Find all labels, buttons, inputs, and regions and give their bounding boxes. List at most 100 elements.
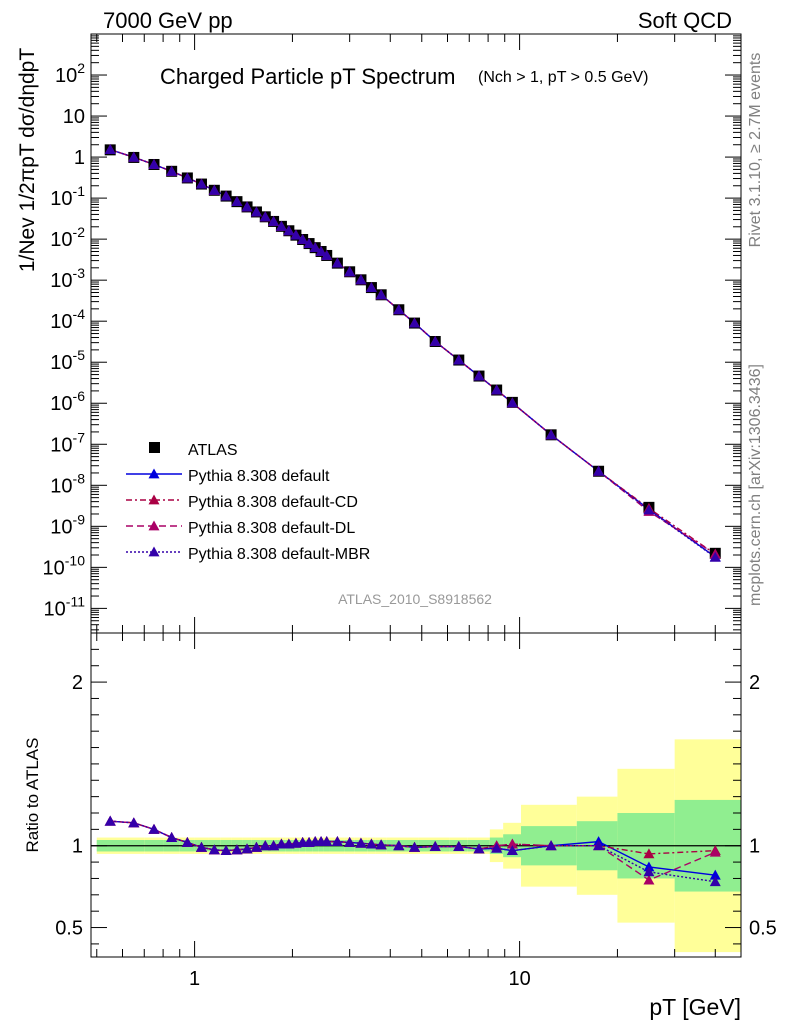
ratio-marker: [128, 817, 140, 828]
ratio-marker: [473, 843, 485, 854]
ratio-marker: [268, 840, 280, 851]
series-marker: [208, 184, 220, 195]
series-marker: [241, 201, 253, 212]
ratio-marker: [259, 840, 271, 851]
analysis-watermark: ATLAS_2010_S8918562: [338, 591, 492, 607]
ratio-marker: [331, 836, 343, 847]
series-marker: [355, 274, 367, 285]
ratio-marker: [643, 866, 655, 877]
series-marker: [429, 335, 441, 346]
ratio-marker: [104, 815, 116, 826]
chart-title: Charged Particle pT Spectrum: [160, 64, 456, 89]
ratio-marker: [409, 841, 421, 852]
ratio-marker: [344, 836, 356, 847]
ratio-marker: [375, 839, 387, 850]
ratio-marker: [181, 836, 193, 847]
ratio-marker: [709, 869, 721, 880]
x-axis-label: pT [GeV]: [649, 994, 741, 1020]
ratio-marker: [643, 848, 655, 859]
legend: ATLAS Pythia 8.308 default Pythia 8.308 de…: [126, 442, 370, 563]
series-marker: [275, 220, 287, 231]
ratio-marker: [506, 845, 518, 856]
ratio-marker: [393, 840, 405, 851]
series-marker: [104, 144, 116, 155]
x-ticks: [96, 34, 716, 957]
ratio-y-axis-label: Ratio to ATLAS: [23, 738, 42, 853]
series-marker: [290, 229, 302, 240]
chart-subtitle: (Nch > 1, pT > 0.5 GeV): [478, 69, 648, 86]
ratio-marker: [166, 832, 178, 842]
series-marker: [593, 465, 605, 476]
series-marker: [166, 165, 178, 176]
mcplots-label: mcplots.cern.ch [arXiv:1306.3436]: [747, 364, 764, 606]
series-marker: [315, 245, 327, 256]
legend-label: Pythia 8.308 default-DL: [188, 520, 355, 537]
ratio-y-tick-label-right: 2: [749, 672, 760, 694]
series-marker: [195, 178, 207, 189]
y-tick-label: 10-10: [43, 552, 86, 579]
series-marker: [128, 151, 140, 162]
series-marker: [309, 242, 321, 253]
series-marker: [344, 266, 356, 277]
y-tick-label: 10-1: [50, 183, 85, 210]
y-tick-label: 1: [74, 147, 85, 169]
series-marker: [268, 215, 280, 226]
x-tick-label: 10: [508, 968, 530, 990]
ratio-marker: [275, 838, 287, 849]
legend-marker: [148, 520, 160, 531]
ratio-series: [104, 815, 721, 887]
y-axis-label: 1/Nev 1/2πpT dσ/dηdpT: [16, 48, 39, 273]
series-marker: [297, 233, 309, 244]
ratio-y-tick-label: 2: [72, 672, 83, 694]
ratio-marker: [208, 844, 220, 855]
ratio-y-tick-label: 1: [72, 836, 83, 858]
series-marker: [181, 172, 193, 183]
series-marker: [331, 257, 343, 268]
ratio-marker: [355, 837, 367, 848]
series-marker: [473, 370, 485, 381]
ratio-plot-frame: [90, 632, 742, 958]
legend-marker: [149, 442, 160, 453]
series-marker: [643, 504, 655, 515]
ratio-marker: [453, 841, 465, 851]
y-tick-label: 10-9: [50, 511, 85, 538]
ratio-y-tick-label-right: 0.5: [749, 918, 777, 940]
ratio-marker: [491, 842, 503, 853]
main-plot-frame: [90, 33, 742, 634]
series-marker: [545, 429, 557, 440]
main-series: [104, 144, 721, 562]
ratio-marker: [250, 841, 262, 852]
ratio-marker: [709, 846, 721, 857]
series-marker: [453, 354, 465, 365]
series-marker: [375, 289, 387, 300]
series-marker: [409, 317, 421, 328]
ratio-y-tick-label: 0.5: [55, 918, 83, 940]
legend-label: Pythia 8.308 default: [188, 468, 330, 485]
x-tick-label: 1: [189, 968, 200, 990]
y-tick-label: 10-7: [50, 429, 85, 456]
ratio-marker: [429, 841, 441, 851]
series-marker: [709, 551, 721, 562]
y-tick-label: 10-5: [50, 347, 85, 374]
series-marker: [250, 206, 262, 217]
ratio-marker: [593, 840, 605, 851]
ratio-marker: [709, 876, 721, 887]
series-marker: [491, 384, 503, 395]
series-marker: [393, 304, 405, 315]
ratio-marker: [231, 844, 243, 855]
series-marker: [148, 158, 160, 169]
ratio-marker: [365, 838, 377, 849]
legend-marker: [148, 546, 160, 557]
y-tick-label: 102: [55, 60, 85, 87]
ratio-marker: [643, 874, 655, 885]
y-tick-label: 10-6: [50, 388, 85, 415]
ratio-y-tick-label-right: 1: [749, 836, 760, 858]
ratio-marker: [321, 836, 333, 847]
ratio-marker: [241, 843, 253, 854]
ratio-marker: [506, 838, 518, 849]
legend-label: Pythia 8.308 default-CD: [188, 494, 358, 511]
series-marker: [231, 196, 243, 207]
series-marker: [506, 397, 518, 408]
y-tick-label: 10-11: [44, 593, 86, 620]
y-tick-label: 10-8: [50, 470, 85, 497]
